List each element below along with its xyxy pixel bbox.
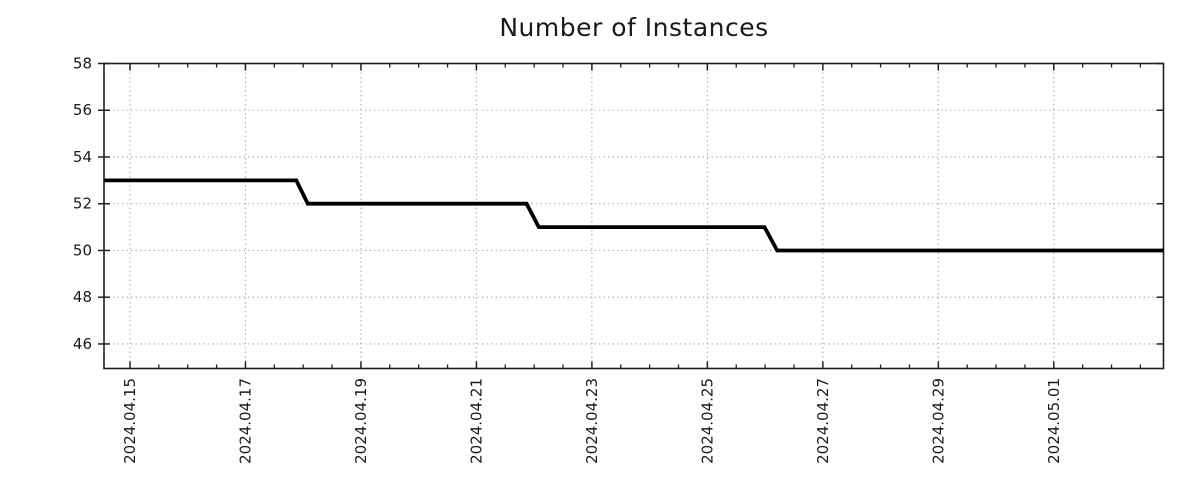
y-tick-label: 58 [73, 55, 92, 73]
y-tick-label: 54 [73, 148, 92, 166]
x-tick-label: 2024.04.29 [929, 378, 947, 464]
y-tick-label: 46 [73, 335, 92, 353]
series-line-instances [104, 178, 1164, 253]
chart-title: Number of Instances [499, 13, 769, 42]
x-tick-label: 2024.04.19 [352, 378, 370, 464]
plot-border [103, 62, 1165, 370]
y-tick-label: 52 [73, 195, 92, 213]
x-tick-label: 2024.04.23 [583, 378, 601, 464]
y-tick-label: 50 [73, 241, 92, 259]
y-tick-label: 48 [73, 288, 92, 306]
x-tick-label: 2024.04.27 [814, 378, 832, 464]
x-tick-label: 2024.04.17 [236, 378, 254, 464]
x-tick-label: 2024.05.01 [1045, 378, 1063, 464]
x-tick-label: 2024.04.25 [698, 378, 716, 464]
x-tick-label: 2024.04.21 [467, 378, 485, 464]
x-tick-label: 2024.04.15 [121, 378, 139, 464]
y-tick-label: 56 [73, 101, 92, 119]
